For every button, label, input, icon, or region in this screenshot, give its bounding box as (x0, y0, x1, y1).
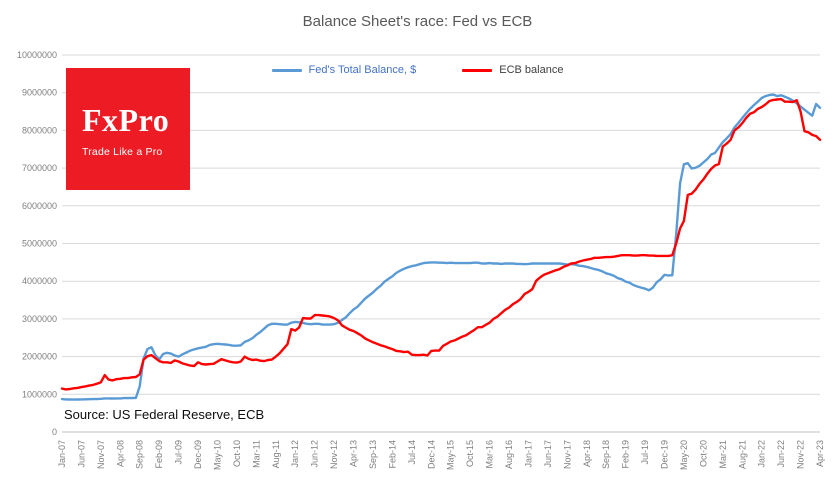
x-axis-tick-label: Feb-14 (387, 440, 397, 469)
y-axis-tick-label: 6000000 (22, 201, 57, 211)
x-axis-tick-label: Apr-18 (582, 440, 592, 467)
x-axis-tick-label: Feb-09 (154, 440, 164, 469)
legend-label-fed: Fed's Total Balance, $ (308, 64, 417, 76)
x-axis-tick-label: Mar-16 (485, 440, 495, 469)
x-axis-tick-label: Apr-08 (115, 440, 125, 467)
x-axis-tick-label: Sep-08 (135, 440, 145, 469)
legend-item-fed: Fed's Total Balance, $ (271, 64, 417, 76)
fxpro-logo: FxPro Trade Like a Pro (66, 68, 190, 190)
x-axis-tick-label: Oct-15 (465, 440, 475, 467)
x-axis-tick-label: Aug-21 (737, 440, 747, 469)
x-axis-tick-label: Jul-14 (407, 440, 417, 465)
y-axis-tick-label: 7000000 (22, 163, 57, 173)
legend: Fed's Total Balance, $ ECB balance (0, 64, 835, 76)
series-line-ecb (60, 97, 822, 391)
ecb-line-swatch (462, 68, 493, 72)
x-axis-tick-label: Jul-09 (174, 440, 184, 465)
y-axis-tick-label: 2000000 (22, 352, 57, 362)
y-axis-tick-label: 8000000 (22, 125, 57, 135)
x-axis-tick-label: Jan-12 (290, 440, 300, 468)
x-axis-tick-label: Jun-07 (76, 440, 86, 468)
x-axis-tick-label: Jun-22 (776, 440, 786, 468)
x-axis-tick-label: Oct-20 (698, 440, 708, 467)
legend-item-ecb: ECB balance (462, 64, 563, 76)
series-line-fed (60, 93, 822, 401)
y-axis-tick-label: 9000000 (22, 88, 57, 98)
x-axis-tick-label: Mar-21 (718, 440, 728, 469)
x-axis-tick-label: Dec-19 (660, 440, 670, 469)
chart-title: Balance Sheet's race: Fed vs ECB (302, 13, 533, 30)
y-axis-tick-label: 10000000 (17, 50, 57, 60)
x-axis-tick-label: Jan-07 (57, 440, 67, 468)
x-axis-tick-label: Oct-10 (232, 440, 242, 467)
y-axis-tick-label: 4000000 (22, 276, 57, 286)
x-axis-tick-label: Nov-12 (329, 440, 339, 469)
x-axis-tick-label: Aug-16 (504, 440, 514, 469)
x-axis-tick-label: Feb-19 (621, 440, 631, 469)
x-axis-tick-label: Jul-19 (640, 440, 650, 465)
x-axis-tick-label: Jun-17 (543, 440, 553, 468)
x-axis-tick-label: Nov-07 (96, 440, 106, 469)
fxpro-logo-wordmark: FxPro (82, 102, 170, 138)
x-axis-tick-label: Jan-17 (523, 440, 533, 468)
x-axis-tick-label: Dec-09 (193, 440, 203, 469)
x-axis-tick-label: Apr-13 (349, 440, 359, 467)
x-axis-tick-label: Jun-12 (310, 440, 320, 468)
x-axis-tick-label: Sep-13 (368, 440, 378, 469)
legend-label-ecb: ECB balance (499, 64, 564, 76)
fed-line-swatch (271, 68, 302, 72)
y-axis-tick-label: 1000000 (22, 389, 57, 399)
x-axis-tick-label: May-15 (446, 440, 456, 470)
source-note: Source: US Federal Reserve, ECB (64, 407, 265, 422)
x-axis-tick-label: Dec-14 (426, 440, 436, 469)
x-axis-tick-label: Aug-11 (271, 440, 281, 468)
x-axis-tick-label: Jan-22 (757, 440, 767, 468)
x-axis-tick-label: May-20 (679, 440, 689, 470)
y-axis-tick-label: 0 (52, 427, 57, 437)
x-axis-tick-label: Sep-18 (601, 440, 611, 469)
x-axis-tick-label: May-10 (212, 440, 222, 470)
y-axis-tick-label: 3000000 (22, 314, 57, 324)
x-axis-tick-label: Nov-22 (796, 440, 806, 469)
y-axis-tick-label: 5000000 (22, 239, 57, 249)
x-axis-tick-label: Apr-23 (815, 440, 825, 467)
x-axis-tick-label: Nov-17 (562, 440, 572, 469)
x-axis-tick-label: Mar-11 (251, 440, 261, 468)
fxpro-logo-tagline: Trade Like a Pro (82, 146, 163, 158)
